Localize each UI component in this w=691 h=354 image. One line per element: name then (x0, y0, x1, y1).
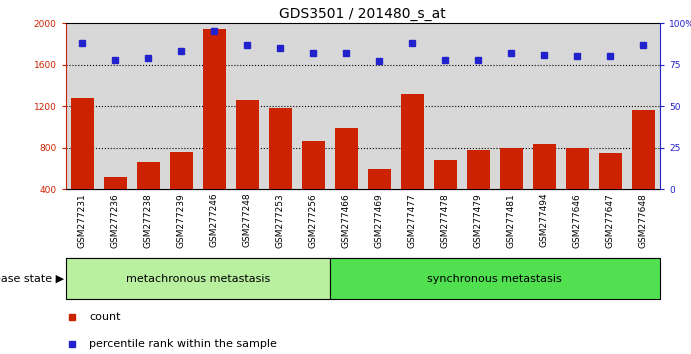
Text: GSM277246: GSM277246 (209, 193, 219, 247)
Text: GSM277648: GSM277648 (639, 193, 648, 247)
Bar (236, 100, 258, 189)
Text: metachronous metastasis: metachronous metastasis (126, 274, 269, 284)
Text: GSM277647: GSM277647 (606, 193, 615, 247)
Text: GSM277253: GSM277253 (276, 193, 285, 247)
Text: GSM277256: GSM277256 (309, 193, 318, 247)
Bar (334, 128, 358, 189)
Text: GSM277236: GSM277236 (111, 193, 120, 247)
Text: GSM277477: GSM277477 (408, 193, 417, 247)
Bar (202, 29, 226, 189)
Text: GSM277481: GSM277481 (507, 193, 516, 247)
Bar (500, 148, 523, 189)
FancyBboxPatch shape (66, 258, 330, 299)
Bar (566, 148, 589, 189)
Bar (466, 150, 490, 189)
Text: percentile rank within the sample: percentile rank within the sample (89, 339, 277, 349)
Bar (632, 110, 655, 189)
Text: synchronous metastasis: synchronous metastasis (428, 274, 562, 284)
FancyBboxPatch shape (330, 258, 660, 299)
Bar (434, 160, 457, 189)
Text: GSM277469: GSM277469 (375, 193, 384, 247)
Text: GSM277238: GSM277238 (144, 193, 153, 247)
Bar (368, 169, 391, 189)
Bar (104, 177, 126, 189)
Bar (401, 94, 424, 189)
Bar (533, 144, 556, 189)
Text: GSM277479: GSM277479 (474, 193, 483, 247)
Bar (70, 98, 94, 189)
Text: GSM277239: GSM277239 (177, 193, 186, 247)
Text: GSM277646: GSM277646 (573, 193, 582, 247)
Text: count: count (89, 312, 121, 322)
Bar (269, 108, 292, 189)
Bar (169, 153, 193, 189)
Text: GSM277248: GSM277248 (243, 193, 252, 247)
Text: GSM277494: GSM277494 (540, 193, 549, 247)
Bar (302, 141, 325, 189)
Bar (137, 162, 160, 189)
Text: GSM277231: GSM277231 (77, 193, 86, 247)
Text: GSM277466: GSM277466 (342, 193, 351, 247)
Title: GDS3501 / 201480_s_at: GDS3501 / 201480_s_at (279, 7, 446, 21)
Bar (599, 153, 622, 189)
Text: GSM277478: GSM277478 (441, 193, 450, 247)
Text: disease state ▶: disease state ▶ (0, 274, 64, 284)
